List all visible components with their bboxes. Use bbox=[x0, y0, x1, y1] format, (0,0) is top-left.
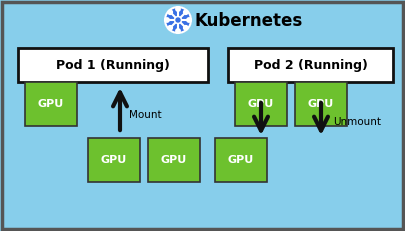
Circle shape bbox=[168, 26, 173, 30]
FancyBboxPatch shape bbox=[18, 48, 208, 82]
FancyBboxPatch shape bbox=[215, 138, 267, 182]
Text: Pod 1 (Running): Pod 1 (Running) bbox=[56, 58, 170, 72]
Circle shape bbox=[176, 18, 180, 22]
Text: GPU: GPU bbox=[308, 99, 334, 109]
Circle shape bbox=[168, 10, 173, 14]
FancyBboxPatch shape bbox=[228, 48, 393, 82]
FancyBboxPatch shape bbox=[25, 82, 77, 126]
FancyBboxPatch shape bbox=[88, 138, 140, 182]
Circle shape bbox=[165, 7, 191, 33]
Circle shape bbox=[183, 26, 188, 30]
FancyBboxPatch shape bbox=[148, 138, 200, 182]
Text: GPU: GPU bbox=[101, 155, 127, 165]
Text: Kubernetes: Kubernetes bbox=[195, 12, 303, 30]
Circle shape bbox=[187, 18, 191, 22]
Text: Mount: Mount bbox=[129, 110, 162, 120]
Text: Unmount: Unmount bbox=[333, 117, 381, 127]
Text: GPU: GPU bbox=[248, 99, 274, 109]
FancyBboxPatch shape bbox=[235, 82, 287, 126]
FancyBboxPatch shape bbox=[295, 82, 347, 126]
Circle shape bbox=[183, 10, 188, 14]
Circle shape bbox=[175, 16, 181, 24]
Text: GPU: GPU bbox=[161, 155, 187, 165]
Circle shape bbox=[176, 29, 180, 33]
Text: GPU: GPU bbox=[38, 99, 64, 109]
Circle shape bbox=[176, 7, 180, 11]
Circle shape bbox=[165, 18, 169, 22]
Text: GPU: GPU bbox=[228, 155, 254, 165]
Text: Pod 2 (Running): Pod 2 (Running) bbox=[254, 58, 367, 72]
